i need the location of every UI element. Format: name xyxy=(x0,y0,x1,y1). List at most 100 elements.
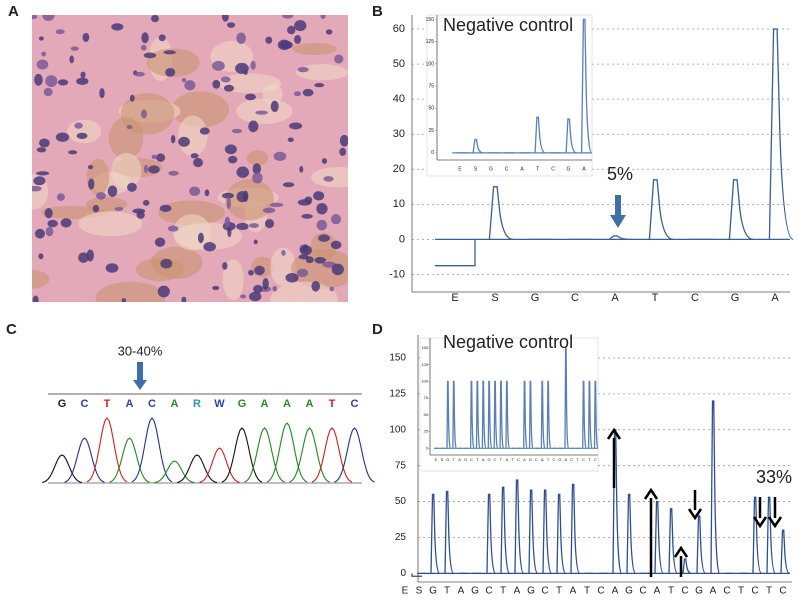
arrow xyxy=(133,362,147,390)
arrow-head xyxy=(606,427,622,440)
peak xyxy=(493,380,499,449)
nucleus xyxy=(156,153,166,162)
peak xyxy=(728,179,754,241)
nucleus xyxy=(255,110,268,115)
base-call: T xyxy=(104,398,111,410)
x-tick-label: G xyxy=(488,457,491,462)
nucleus xyxy=(154,237,166,247)
x-tick-label: E xyxy=(402,586,409,597)
peak xyxy=(752,496,762,575)
nucleus xyxy=(301,213,313,219)
peak xyxy=(546,380,552,449)
nucleus xyxy=(105,263,119,273)
x-tick-label: C xyxy=(541,586,548,597)
x-tick-label: T xyxy=(576,457,579,462)
y-tick-label: 75 xyxy=(428,83,434,89)
peak xyxy=(444,490,455,575)
peak xyxy=(542,489,553,575)
annotation: 5% xyxy=(607,164,633,184)
peak xyxy=(710,400,721,575)
nucleus xyxy=(44,208,53,219)
base-call: A xyxy=(171,398,179,410)
histology-image xyxy=(32,15,348,302)
nucleus xyxy=(34,73,43,86)
x-tick-label: A xyxy=(612,586,619,597)
tissue-patch xyxy=(311,166,348,188)
x-tick-label: G xyxy=(464,457,467,462)
x-tick-label: C xyxy=(691,292,699,304)
peak xyxy=(481,380,487,449)
x-tick-label: T xyxy=(500,586,506,597)
x-tick-label: C xyxy=(582,457,585,462)
y-tick-label: 50 xyxy=(393,58,405,70)
trace-peak xyxy=(64,437,105,483)
x-tick-label: A xyxy=(541,457,544,462)
nucleus xyxy=(322,261,337,268)
nucleus xyxy=(78,252,89,263)
x-tick-label: C xyxy=(597,586,604,597)
nucleus xyxy=(88,178,95,190)
peak xyxy=(648,179,674,241)
x-tick-label: C xyxy=(751,586,758,597)
nucleus xyxy=(38,138,50,148)
tissue-patch xyxy=(78,211,143,237)
x-tick-label: G xyxy=(558,457,561,462)
nucleus xyxy=(272,285,278,292)
trace-peak xyxy=(109,437,150,483)
nucleus xyxy=(227,226,232,238)
x-tick-label: G xyxy=(527,586,535,597)
y-tick-label: 25 xyxy=(428,128,434,134)
base-call: T xyxy=(329,398,336,410)
nucleus xyxy=(339,147,347,156)
nucleus xyxy=(70,46,79,51)
nucleus xyxy=(136,211,145,219)
x-tick-label: S xyxy=(416,586,423,597)
x-tick-label: G xyxy=(567,166,571,172)
arrow-head xyxy=(752,516,768,529)
nucleus xyxy=(273,151,287,162)
peak xyxy=(523,380,528,449)
nucleus xyxy=(151,154,157,160)
nucleus xyxy=(287,25,296,35)
base-call: R xyxy=(193,398,201,410)
nucleus xyxy=(170,134,176,144)
nucleus xyxy=(32,185,42,192)
nucleus xyxy=(302,244,309,253)
x-tick-label: A xyxy=(505,457,508,462)
arrow-head xyxy=(687,508,703,521)
base-call: G xyxy=(238,398,247,410)
x-tick-label: C xyxy=(494,457,497,462)
nucleus xyxy=(265,36,273,44)
nucleus xyxy=(313,191,325,201)
panel-label: D xyxy=(372,321,383,338)
nucleus xyxy=(86,249,94,262)
x-tick-label: C xyxy=(553,457,556,462)
x-tick-label: G xyxy=(429,586,437,597)
base-call: C xyxy=(351,398,359,410)
tissue-patch xyxy=(67,119,102,144)
nucleus xyxy=(270,100,279,112)
nucleus xyxy=(189,186,201,196)
nucleus xyxy=(92,204,100,213)
y-tick-label: 75 xyxy=(395,460,407,471)
peak xyxy=(540,380,546,449)
peak xyxy=(430,493,440,575)
x-tick-label: T xyxy=(536,166,539,172)
x-tick-label: C xyxy=(779,586,786,597)
x-tick-label: G xyxy=(471,586,479,597)
x-tick-label: A xyxy=(570,586,577,597)
nucleus xyxy=(45,75,58,87)
nucleus xyxy=(269,202,284,208)
trace-peak xyxy=(41,454,83,484)
peak xyxy=(768,28,794,241)
x-tick-label: T xyxy=(588,457,591,462)
panel-label: B xyxy=(372,3,383,20)
nucleus xyxy=(181,296,187,302)
tissue-patch xyxy=(86,158,110,196)
nucleus xyxy=(314,256,326,264)
nucleus xyxy=(158,34,166,42)
nucleus xyxy=(226,22,236,28)
nucleus xyxy=(82,32,90,42)
x-tick-label: G xyxy=(531,292,540,304)
nucleus xyxy=(226,197,231,209)
